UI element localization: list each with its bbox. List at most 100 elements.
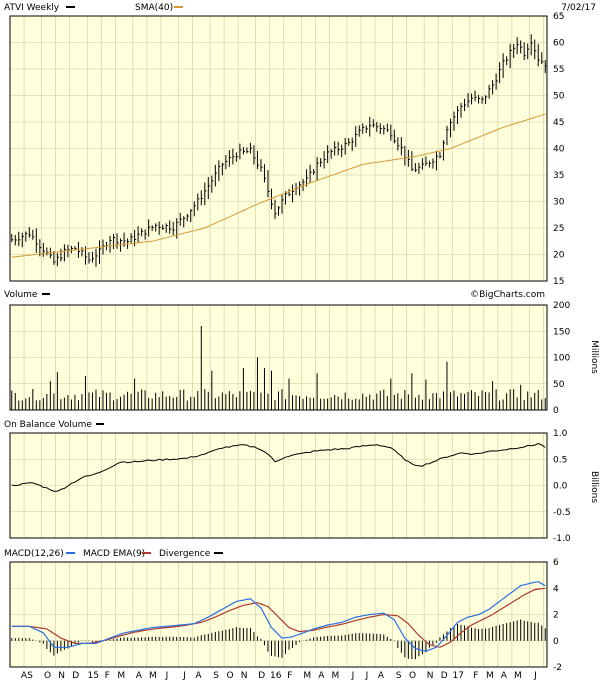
x-tick-label: D [258, 671, 265, 681]
volume-bars [11, 326, 546, 410]
price-y-tick-label: 15 [553, 277, 564, 287]
x-tick-label: A [195, 671, 202, 681]
price-y-tick-label: 65 [553, 12, 564, 22]
x-tick-label: F [105, 671, 110, 681]
price-grid [10, 15, 547, 282]
x-tick-label: M [117, 671, 125, 681]
macd-y-tick-label: 4 [553, 584, 559, 594]
x-tick-label: A [136, 671, 143, 681]
obv-title: On Balance Volume [4, 420, 92, 430]
sma-legend-swatch [174, 6, 183, 8]
price-y-tick-label: 25 [553, 224, 564, 234]
macd-ema-legend-swatch [142, 552, 151, 554]
x-tick-label: S [213, 671, 219, 681]
x-axis: A S O N D 15 F M A M J J A S O N D 16 F M A M J J A S O N D 17 F M A M J [21, 671, 537, 681]
vol-y-tick-label: 50 [553, 380, 565, 390]
x-tick-label: M [486, 671, 494, 681]
x-tick-label: D [441, 671, 448, 681]
obv-y-tick-label: -1.0 [553, 534, 571, 544]
volume-y-axis: 0 50 100 150 200 [553, 301, 570, 416]
price-y-tick-label: 40 [553, 145, 565, 155]
price-y-tick-label: 35 [553, 171, 564, 181]
price-panel: 15 20 25 30 35 40 45 50 55 60 65 [9, 12, 565, 287]
x-tick-label: J [351, 671, 355, 681]
price-y-tick-label: 60 [553, 39, 565, 49]
x-tick-label: M [514, 671, 522, 681]
x-tick-label: M [303, 671, 311, 681]
x-tick-label: J [533, 671, 537, 681]
obv-y-label: Billions [589, 471, 599, 503]
x-tick-label: A [21, 671, 28, 681]
obv-line [11, 442, 546, 492]
divergence-title: Divergence [159, 549, 211, 559]
x-tick-label: F [287, 671, 292, 681]
x-tick-label: M [149, 671, 157, 681]
macd-y-axis: -2 0 2 4 6 [553, 558, 562, 673]
ticker-label: ATVI Weekly [4, 3, 60, 13]
x-tick-label: A [378, 671, 385, 681]
x-tick-label: N [241, 671, 248, 681]
x-tick-label: O [409, 671, 416, 681]
volume-panel: Volume ©BigCharts.com 0 50 100 150 200 Milli… [4, 290, 599, 416]
x-tick-label: S [27, 671, 33, 681]
ticker-legend-swatch [66, 6, 75, 8]
x-tick-label: 15 [87, 671, 98, 681]
macd-panel: MACD(12,26) MACD EMA(9) Divergence -2 0 2 4… [4, 549, 562, 673]
x-tick-label: 17 [453, 671, 464, 681]
x-tick-label: J [182, 671, 186, 681]
volume-legend-swatch [42, 293, 50, 295]
x-tick-label: J [165, 671, 169, 681]
sma-line [11, 113, 546, 258]
x-tick-label: J [365, 671, 369, 681]
obv-y-tick-label: 1.0 [553, 429, 568, 439]
volume-y-label: Millions [589, 340, 599, 374]
obv-y-tick-label: -0.5 [553, 508, 571, 518]
vol-y-tick-label: 200 [553, 301, 570, 311]
x-tick-label: 16 [270, 671, 282, 681]
obv-y-axis: -1.0 -0.5 0.0 0.5 1.0 [553, 429, 571, 544]
obv-y-tick-label: 0.5 [553, 455, 567, 465]
price-y-tick-label: 30 [553, 198, 565, 208]
x-tick-label: N [58, 671, 65, 681]
vol-y-tick-label: 150 [553, 327, 570, 337]
volume-plot-border [9, 304, 548, 411]
macd-y-tick-label: -2 [553, 663, 562, 673]
macd-ema-title: MACD EMA(9) [83, 549, 145, 559]
x-tick-label: O [44, 671, 51, 681]
watermark: ©BigCharts.com [470, 290, 545, 300]
macd-y-tick-label: 6 [553, 558, 559, 568]
macd-title: MACD(12,26) [4, 549, 64, 559]
obv-y-tick-label: 0.0 [553, 482, 568, 492]
obv-legend-swatch [96, 423, 104, 425]
x-tick-label: N [427, 671, 434, 681]
x-tick-label: A [318, 671, 325, 681]
macd-plot-border [9, 561, 548, 668]
volume-title: Volume [4, 290, 38, 300]
vol-y-tick-label: 100 [553, 354, 570, 364]
price-y-tick-label: 50 [553, 92, 565, 102]
divergence-legend-swatch [214, 552, 223, 554]
macd-line [11, 581, 546, 652]
x-tick-label: D [72, 671, 79, 681]
obv-panel: On Balance Volume -1.0 -0.5 0.0 0.5 1.0 Bill… [4, 420, 599, 544]
vol-y-tick-label: 0 [553, 406, 559, 416]
sma-label: SMA(40) [135, 3, 173, 13]
price-y-tick-label: 20 [553, 251, 565, 261]
price-y-tick-label: 45 [553, 118, 564, 128]
date-label: 7/02/17 [561, 3, 596, 13]
macd-legend-swatch [66, 552, 75, 554]
obv-plot-border [9, 432, 548, 539]
macd-y-tick-label: 2 [553, 611, 559, 621]
x-tick-label: M [332, 671, 340, 681]
price-y-axis: 15 20 25 30 35 40 45 50 55 60 65 [553, 12, 565, 287]
price-y-tick-label: 55 [553, 65, 564, 75]
divergence-histogram [11, 619, 546, 660]
macd-y-tick-label: 0 [553, 637, 559, 647]
x-tick-label: S [396, 671, 402, 681]
x-tick-label: A [501, 671, 508, 681]
x-tick-label: F [473, 671, 478, 681]
price-plot-border [9, 15, 548, 282]
x-tick-label: O [227, 671, 234, 681]
